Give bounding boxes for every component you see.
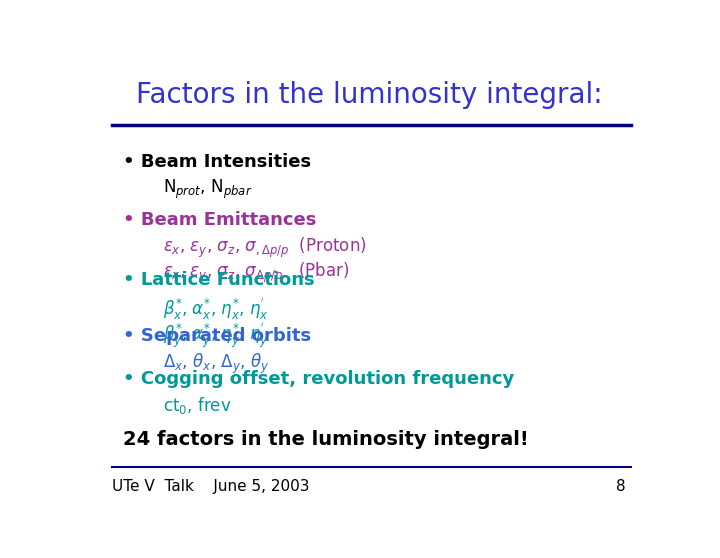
Text: $\beta^{*}_{x}$, $\alpha^{*}_{x}$, $\eta^{*}_{x}$, $\eta^{'}_{x}$: $\beta^{*}_{x}$, $\alpha^{*}_{x}$, $\eta… [163, 296, 269, 322]
Text: $\varepsilon_{x}$, $\varepsilon_{y}$, $\sigma_{z}$, $\sigma_{,\Delta p/p}$  (Pro: $\varepsilon_{x}$, $\varepsilon_{y}$, $\… [163, 236, 366, 260]
Text: Factors in the luminosity integral:: Factors in the luminosity integral: [135, 81, 603, 109]
Text: UTe V  Talk    June 5, 2003: UTe V Talk June 5, 2003 [112, 479, 310, 494]
Text: ct$_{0}$, frev: ct$_{0}$, frev [163, 395, 231, 416]
Text: N$_{prot}$, N$_{pbar}$: N$_{prot}$, N$_{pbar}$ [163, 178, 252, 201]
Text: 24 factors in the luminosity integral!: 24 factors in the luminosity integral! [124, 430, 529, 449]
Text: • Beam Emittances: • Beam Emittances [124, 211, 317, 229]
Text: • Lattice Functions: • Lattice Functions [124, 271, 315, 289]
Text: 8: 8 [616, 479, 626, 494]
Text: $\Delta_{x}$, $\theta_{x}$, $\Delta_{y}$, $\theta_{y}$: $\Delta_{x}$, $\theta_{x}$, $\Delta_{y}$… [163, 352, 269, 376]
Text: $\beta^{*}_{y}$, $\alpha^{*}_{y}$, $\eta^{*}_{y}$, $\eta^{'}_{y}$: $\beta^{*}_{y}$, $\alpha^{*}_{y}$, $\eta… [163, 321, 269, 350]
Text: • Separated orbits: • Separated orbits [124, 327, 312, 345]
Text: • Beam Intensities: • Beam Intensities [124, 153, 312, 171]
Text: • Cogging offset, revolution frequency: • Cogging offset, revolution frequency [124, 370, 515, 388]
Text: $\varepsilon_{x}$, $\varepsilon_{y}$, $\sigma_{z}$, $\sigma_{\Delta p/p}$   (Pba: $\varepsilon_{x}$, $\varepsilon_{y}$, $\… [163, 261, 349, 285]
